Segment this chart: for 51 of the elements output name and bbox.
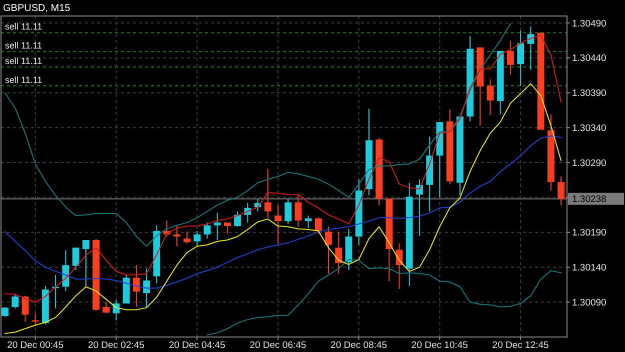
x-tick-label: 20 Dec 02:45	[88, 340, 144, 351]
line-series	[4, 83, 562, 334]
candlestick	[264, 168, 272, 218]
candlestick	[214, 212, 221, 240]
ref-line-label: sell 11.11	[5, 56, 42, 66]
candlestick	[173, 226, 180, 247]
chart-title: GBPUSD, M15	[3, 3, 71, 14]
y-tick-label: 1.30390	[572, 88, 606, 100]
candlestick	[284, 198, 292, 224]
candlestick	[294, 194, 302, 228]
x-tick-label: 20 Dec 04:45	[168, 340, 226, 351]
y-tick-label: 1.30090	[572, 297, 606, 308]
ref-line-label: sell 11.11	[5, 40, 42, 51]
candlestick	[234, 210, 241, 228]
x-tick-label: 20 Dec 06:45	[250, 340, 306, 351]
candlestick	[72, 247, 80, 271]
y-tick-label: 1.30190	[572, 228, 606, 239]
candlestick	[62, 250, 70, 292]
y-tick-label: 1.30440	[572, 53, 606, 64]
ref-line-label: sell 11.11	[5, 74, 42, 85]
candlestick	[314, 217, 322, 234]
candlestick	[143, 268, 150, 308]
ref-line-label: sell 11.11	[5, 22, 42, 32]
line-series	[4, 23, 511, 247]
candlestick	[184, 231, 190, 244]
candlestick	[2, 306, 8, 318]
candlestick	[12, 293, 19, 309]
x-tick-label: 20 Dec 00:45	[7, 340, 64, 351]
ref-line-label: 1.30238	[572, 194, 606, 206]
y-tick-label: 1.30140	[572, 262, 606, 274]
y-tick-label: 1.30490	[572, 18, 606, 30]
candlestick	[224, 222, 231, 234]
candlestick	[132, 264, 140, 308]
candlestick	[558, 176, 564, 206]
candlestick	[517, 30, 524, 86]
candlestick	[335, 231, 342, 274]
x-tick-label: 20 Dec 08:45	[330, 340, 388, 351]
candlestick	[194, 230, 201, 247]
candlestick	[507, 40, 514, 76]
x-tick-label: 20 Dec 10:45	[411, 340, 468, 351]
candlestick	[527, 26, 534, 70]
candlestick	[82, 240, 90, 287]
candlestick	[325, 226, 332, 274]
line-series	[206, 259, 562, 336]
candlestick	[204, 222, 211, 240]
candlestick	[102, 302, 110, 314]
candlestick	[486, 79, 494, 116]
x-tick-label: 20 Dec 12:45	[492, 340, 549, 351]
y-tick-label: 1.30290	[572, 158, 606, 169]
y-tick-label: 1.30340	[572, 122, 606, 134]
candlestick	[274, 204, 282, 244]
